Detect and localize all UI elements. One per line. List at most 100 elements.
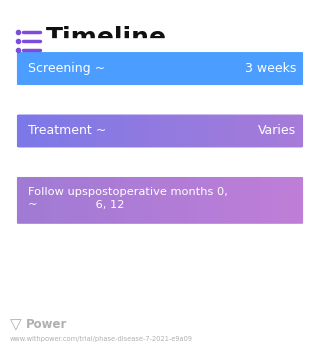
Bar — [205, 108, 209, 154]
Bar — [104, 108, 108, 154]
Bar — [261, 45, 266, 92]
Bar — [212, 170, 217, 231]
Bar — [287, 170, 292, 231]
Bar — [243, 108, 247, 154]
Bar — [153, 45, 157, 92]
Text: Timeline: Timeline — [46, 26, 167, 50]
Bar — [29, 170, 33, 231]
Bar — [276, 108, 281, 154]
Bar — [74, 170, 78, 231]
Bar — [201, 45, 205, 92]
Bar — [21, 170, 26, 231]
Bar — [47, 170, 52, 231]
Bar — [269, 170, 273, 231]
Bar — [104, 170, 108, 231]
Bar — [141, 45, 146, 92]
Bar — [115, 108, 119, 154]
Bar — [138, 108, 142, 154]
Bar — [111, 170, 116, 231]
Bar — [59, 170, 63, 231]
Bar — [235, 45, 239, 92]
Bar — [276, 45, 281, 92]
Bar — [100, 108, 104, 154]
Bar — [175, 108, 179, 154]
Bar — [265, 108, 269, 154]
Bar — [231, 170, 236, 231]
Bar — [66, 170, 70, 231]
Bar — [55, 170, 59, 231]
Bar — [235, 170, 239, 231]
Bar — [126, 108, 131, 154]
Bar — [134, 170, 138, 231]
Bar — [100, 170, 104, 231]
Bar — [33, 108, 37, 154]
Bar — [280, 170, 284, 231]
Bar — [138, 170, 142, 231]
Bar — [81, 108, 85, 154]
Bar — [130, 45, 134, 92]
Bar — [306, 170, 310, 231]
Bar — [302, 170, 307, 231]
Bar — [201, 170, 205, 231]
Bar — [81, 170, 85, 231]
Bar — [70, 170, 74, 231]
Bar — [216, 170, 220, 231]
Bar — [171, 170, 175, 231]
Bar — [156, 108, 161, 154]
Bar — [216, 45, 220, 92]
Bar — [92, 170, 97, 231]
Bar — [10, 45, 14, 92]
Bar — [145, 170, 149, 231]
Text: Power: Power — [26, 319, 68, 331]
Bar — [36, 108, 41, 154]
Bar — [96, 170, 100, 231]
Bar — [250, 45, 254, 92]
Bar — [228, 170, 232, 231]
Text: Follow upspostoperative months 0,
~                6, 12: Follow upspostoperative months 0, ~ 6, 1… — [28, 187, 228, 210]
Bar — [29, 108, 33, 154]
Bar — [250, 170, 254, 231]
Bar — [10, 170, 14, 231]
Bar — [18, 108, 22, 154]
Bar — [197, 170, 202, 231]
Bar — [302, 108, 307, 154]
Bar — [186, 45, 190, 92]
Bar — [108, 108, 112, 154]
Bar — [160, 45, 164, 92]
Bar — [220, 170, 224, 231]
Bar — [190, 170, 194, 231]
Bar — [66, 108, 70, 154]
Bar — [182, 108, 187, 154]
Bar — [66, 45, 70, 92]
Bar — [62, 108, 67, 154]
Bar — [33, 45, 37, 92]
Bar — [74, 108, 78, 154]
Bar — [92, 45, 97, 92]
Bar — [14, 108, 18, 154]
Bar — [239, 108, 243, 154]
Bar — [55, 108, 59, 154]
Bar — [40, 45, 44, 92]
Text: 3 weeks: 3 weeks — [244, 62, 296, 75]
Bar — [216, 108, 220, 154]
Bar — [156, 170, 161, 231]
Bar — [235, 108, 239, 154]
Bar — [123, 170, 127, 231]
Text: Screening ~: Screening ~ — [28, 62, 105, 75]
Bar — [254, 108, 258, 154]
Bar — [209, 45, 213, 92]
Bar — [284, 45, 288, 92]
Bar — [167, 170, 172, 231]
Bar — [280, 108, 284, 154]
Bar — [115, 45, 119, 92]
Bar — [77, 170, 82, 231]
Bar — [295, 170, 299, 231]
Bar — [269, 45, 273, 92]
Bar — [77, 108, 82, 154]
Bar — [302, 45, 307, 92]
Bar — [258, 108, 262, 154]
Bar — [228, 45, 232, 92]
Bar — [59, 108, 63, 154]
Bar — [167, 45, 172, 92]
Bar — [111, 45, 116, 92]
